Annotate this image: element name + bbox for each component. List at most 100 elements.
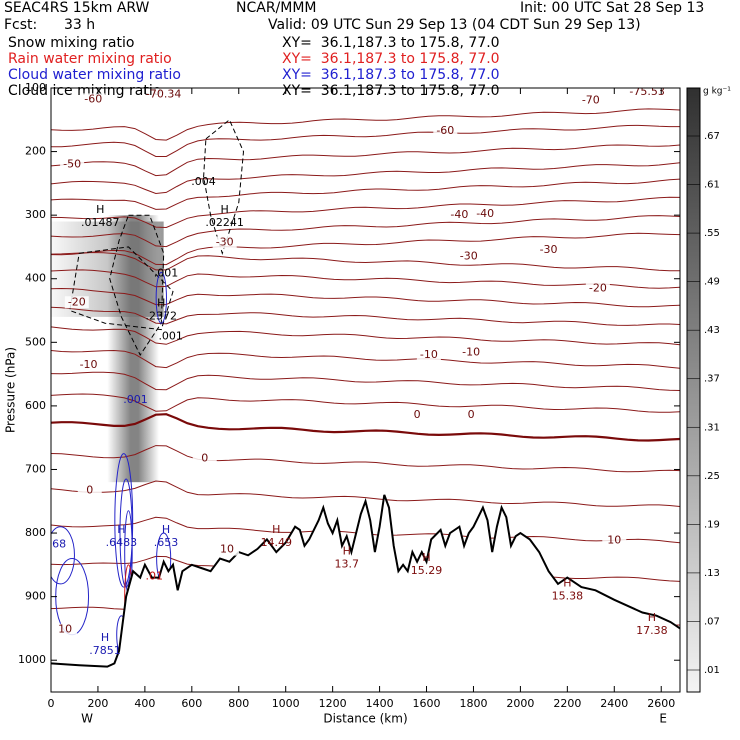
isotherm-label-bg (151, 88, 176, 101)
x-tick-label: 200 (87, 697, 108, 710)
isotherm-label: -60 (84, 92, 102, 105)
contour-value-label: .004 (191, 175, 216, 188)
isotherm-line (51, 215, 680, 248)
cloud-ice-contour (203, 118, 245, 255)
isotherm-label: -10 (420, 348, 438, 361)
isotherm-line (51, 306, 680, 326)
colorbar-tick-label: .49 (704, 277, 720, 288)
isotherm-line (51, 371, 680, 391)
isotherm-label-bg (64, 296, 89, 309)
isotherm-label: 10 (220, 543, 234, 556)
isotherm-label-bg (447, 209, 472, 222)
isotherm-label-bg (60, 158, 85, 171)
colorbar-tick-label: .01 (704, 665, 720, 676)
colorbar-tick-label: .67 (704, 131, 720, 142)
extremum-value: 17.38 (636, 624, 668, 637)
extremum-value: 14.49 (261, 536, 293, 549)
field-cross-section-coords: XY= 36.1,187.3 to 175.8, 77.0 (282, 35, 500, 51)
contour-value-label: .001 (158, 330, 183, 343)
colorbar-tick-label: .55 (704, 228, 720, 239)
isotherm-label: -40 (476, 207, 494, 220)
y-tick-label: 800 (25, 526, 46, 539)
extremum-value: 13.7 (334, 557, 359, 570)
extremum-marker: H (272, 523, 280, 536)
isotherm-line (51, 108, 680, 141)
extremum-marker: H (162, 523, 170, 536)
extremum-marker: H (422, 551, 430, 564)
isotherm-label: -60 (436, 124, 454, 137)
isotherm-label-bg (459, 408, 484, 421)
isotherm-label-bg (473, 207, 498, 220)
isotherm-line (51, 162, 680, 195)
extremum-marker: H (221, 203, 229, 216)
extremum-marker: H (101, 631, 109, 644)
west-label: W (81, 712, 93, 726)
cloud-water-contour (155, 271, 167, 324)
isotherm-line (51, 269, 680, 289)
isotherm-label: -30 (540, 243, 558, 256)
isotherm-label: -30 (216, 235, 234, 248)
isotherm-label-bg (192, 452, 217, 465)
isotherm-line (51, 196, 680, 229)
forecast-label: Fcst: (4, 17, 38, 33)
colorbar-tick-label: .61 (704, 180, 720, 191)
forecast-value: 33 h (64, 17, 96, 33)
field-name: Rain water mixing ratio (8, 51, 172, 67)
isotherm-label: 0 (468, 408, 475, 421)
extremum-value: .6483 (106, 536, 138, 549)
isotherm-label-bg (212, 236, 237, 249)
isotherm-label-bg (405, 408, 430, 421)
x-axis-title: Distance (km) (323, 712, 407, 726)
x-tick-label: 600 (181, 697, 202, 710)
isotherm-label-bg (77, 484, 102, 497)
extremum-value: 15.38 (552, 589, 584, 602)
isotherm-label: -70 (582, 94, 600, 107)
isotherm-line (51, 326, 680, 346)
colorbar-tick-label: .19 (704, 519, 720, 530)
isotherm-label-bg (456, 250, 481, 263)
cloud-ice-contour (109, 214, 165, 357)
isotherm-line (51, 232, 680, 266)
isotherm-label: -20 (589, 281, 607, 294)
isotherm-line (51, 124, 680, 157)
cloud-water-contour (114, 453, 134, 588)
colorbar (686, 87, 701, 693)
snow-column-shading (107, 215, 159, 483)
y-tick-label: 300 (25, 208, 46, 221)
isotherm-label: -10 (462, 345, 480, 358)
isotherm-label: -75.53 (629, 85, 664, 98)
y-tick-label: 700 (25, 462, 46, 475)
extremum-value: .7851 (89, 644, 121, 657)
extremum-value: .01487 (81, 216, 120, 229)
extremum-marker: H (563, 576, 571, 589)
isotherm-zero-line (51, 413, 680, 442)
east-label: E (659, 712, 667, 726)
isotherm-line (51, 178, 680, 210)
extremum-value: 15.29 (411, 564, 443, 577)
isotherm-line (51, 445, 680, 473)
contour-value-label: .001 (123, 393, 148, 406)
isotherm-label-bg (215, 543, 240, 556)
cloud-water-contour (51, 526, 75, 585)
isotherm-label-bg (433, 125, 458, 138)
isotherm-label-bg (536, 244, 561, 257)
field-cross-section-coords: XY= 36.1,187.3 to 175.8, 77.0 (282, 51, 500, 67)
x-tick-label: 1600 (413, 697, 441, 710)
x-tick-label: 1000 (272, 697, 300, 710)
isotherm-line (51, 393, 680, 413)
extremum-marker: H (648, 611, 656, 624)
colorbar-tick-label: .25 (704, 471, 720, 482)
colorbar-tick-label: .37 (704, 374, 720, 385)
isotherm-label: 0 (201, 452, 208, 465)
isotherm-label-bg (53, 623, 78, 636)
isotherm-label: 10 (58, 623, 72, 636)
isotherm-line (51, 287, 680, 308)
extremum-marker: H (117, 523, 125, 536)
isotherm-line (51, 349, 680, 369)
plot-layer: -70.34 -75.53 -70 -60 -60 -50 -40 -40 -30 -30 -30 -… (45, 85, 680, 692)
colorbar-unit: g kg⁻¹ (703, 87, 731, 97)
contour-value-label: 868 (45, 537, 66, 550)
colorbar-tick-label: .07 (704, 616, 720, 627)
isotherm-label-bg (578, 94, 603, 107)
